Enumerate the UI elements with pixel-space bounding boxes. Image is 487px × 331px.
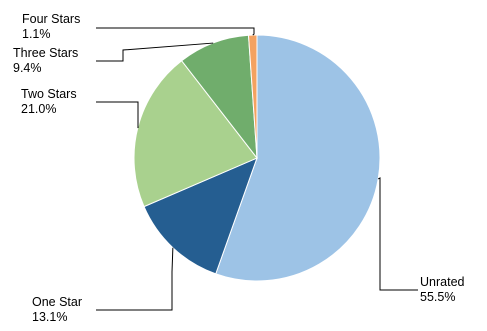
leader-line-four-stars (96, 27, 255, 36)
slice-label-three-stars: Three Stars (13, 46, 78, 60)
slice-label-four-stars: Four Stars (22, 12, 80, 26)
leader-line-one-star (96, 247, 174, 311)
leader-line-unrated (377, 177, 418, 291)
slice-value-three-stars: 9.4% (13, 61, 42, 75)
slice-four-stars (247, 34, 258, 159)
slice-unrated (215, 34, 381, 282)
slice-label-two-stars: Two Stars (21, 87, 77, 101)
pie-slices (133, 34, 381, 282)
slice-value-four-stars: 1.1% (22, 27, 51, 41)
leader-line-two-stars (96, 101, 139, 129)
slice-one-star (143, 157, 258, 275)
slice-value-one-star: 13.1% (32, 310, 67, 324)
slice-value-unrated: 55.5% (420, 290, 455, 304)
slice-label-one-star: One Star (32, 295, 82, 309)
slice-value-two-stars: 21.0% (21, 102, 56, 116)
leader-line-three-stars (96, 42, 214, 62)
leader-lines (96, 27, 418, 311)
slice-label-unrated: Unrated (420, 275, 465, 289)
